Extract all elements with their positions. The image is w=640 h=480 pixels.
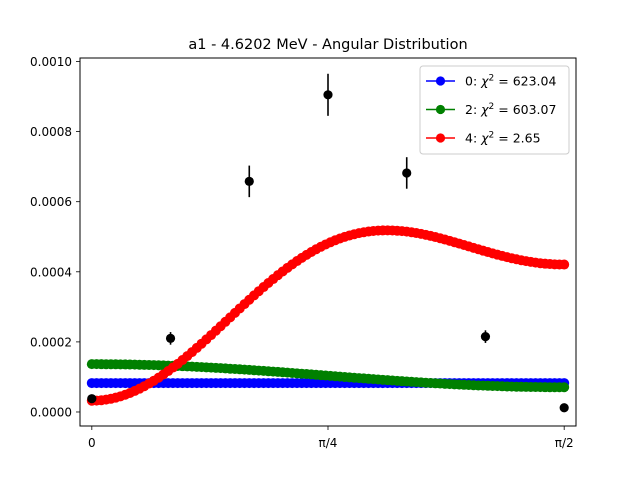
y-tick-label: 0.0004 — [30, 265, 72, 279]
legend-label: 2: χ2 = 603.07 — [465, 102, 556, 117]
y-axis-ticks: 0.0000 0.0002 0.0004 0.0006 0.0008 0.0010 — [30, 55, 80, 419]
y-tick-label: 0.0006 — [30, 195, 72, 209]
experimental-point — [323, 90, 333, 100]
legend-marker — [435, 133, 446, 143]
series-layer — [86, 225, 570, 406]
legend-entry-4: 4: χ2 = 2.65 — [426, 131, 541, 146]
legend-label: 0: χ2 = 623.04 — [465, 74, 556, 89]
experimental-point — [87, 394, 97, 404]
y-tick-label: 0.0010 — [30, 55, 72, 69]
legend-box — [419, 65, 570, 155]
legend-label: 4: χ2 = 2.65 — [465, 131, 541, 146]
legend-entry-2: 2: χ2 = 603.07 — [426, 102, 556, 117]
legend-entry-0: 0: χ2 = 623.04 — [426, 74, 556, 89]
x-tick-label: π/2 — [555, 436, 574, 450]
legend-marker — [435, 76, 446, 86]
y-tick-label: 0.0000 — [30, 405, 72, 419]
experimental-point — [244, 176, 254, 186]
y-tick-label: 0.0002 — [30, 335, 72, 349]
experimental-point — [402, 168, 412, 178]
x-tick-label: 0 — [88, 436, 96, 450]
series-4-point — [559, 259, 570, 270]
x-axis-ticks: 0 π/4 π/2 — [88, 426, 574, 450]
legend-marker — [435, 104, 446, 115]
y-tick-label: 0.0008 — [30, 125, 72, 139]
experimental-point — [480, 332, 491, 342]
legend: 0: χ2 = 623.04 2: χ2 = 603.07 4: χ2 = 2.65 — [419, 65, 570, 155]
experimental-point — [559, 403, 569, 413]
experimental-point — [165, 333, 176, 343]
x-tick-label: π/4 — [319, 436, 338, 450]
series-2-point — [559, 382, 570, 393]
series-order-4 — [86, 225, 570, 406]
experimental-points-layer — [87, 90, 569, 413]
chart-title: a1 - 4.6202 MeV - Angular Distribution — [188, 37, 467, 53]
